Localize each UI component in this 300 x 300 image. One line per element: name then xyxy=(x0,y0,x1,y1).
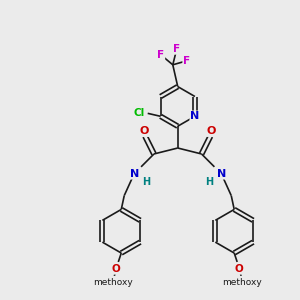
Text: F: F xyxy=(157,50,164,60)
Text: Cl: Cl xyxy=(133,108,144,118)
Text: H: H xyxy=(206,177,214,187)
Text: O: O xyxy=(112,264,121,274)
Text: N: N xyxy=(217,169,226,179)
Text: H: H xyxy=(142,177,150,187)
Text: O: O xyxy=(140,126,149,136)
Text: O: O xyxy=(235,264,244,274)
Text: methoxy: methoxy xyxy=(222,278,262,287)
Text: N: N xyxy=(130,169,139,179)
Text: F: F xyxy=(173,44,180,54)
Text: O: O xyxy=(207,126,216,136)
Text: methoxy: methoxy xyxy=(94,278,133,287)
Text: F: F xyxy=(183,56,190,66)
Text: N: N xyxy=(190,111,200,121)
